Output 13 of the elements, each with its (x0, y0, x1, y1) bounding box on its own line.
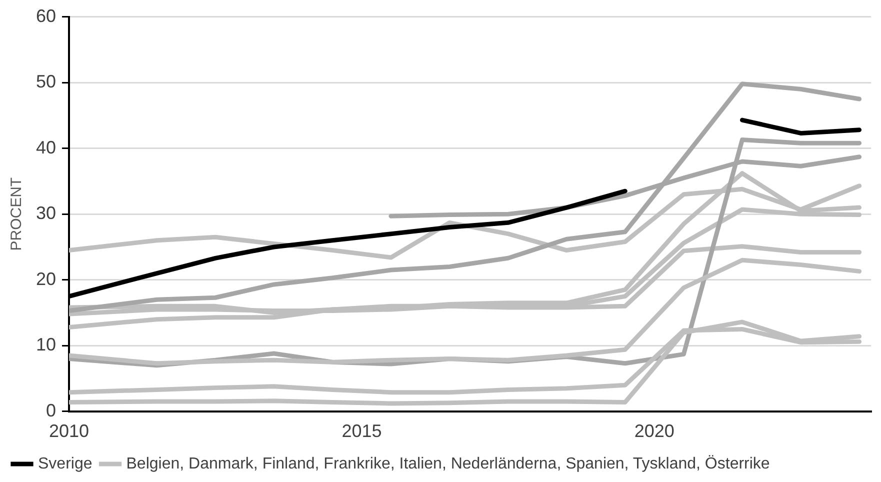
y-tick-label: 0 (46, 400, 56, 420)
legend-label: Belgien, Danmark, Finland, Frankrike, Italien, Nederländerna, Spanien, Tyskland, Österrike (126, 454, 770, 472)
y-tick-label: 30 (36, 203, 56, 224)
x-tick-label: 2015 (342, 421, 382, 442)
y-tick-label: 50 (36, 72, 56, 92)
y-tick-label: 60 (36, 6, 56, 26)
y-tick-label: 40 (36, 137, 56, 158)
legend-label: Sverige (38, 455, 92, 472)
y-tick-label: 20 (36, 268, 56, 289)
x-tick-label: 2020 (634, 421, 674, 442)
x-tick-label: 2010 (49, 421, 90, 442)
y-axis-title: PROCENT (8, 177, 26, 251)
y-tick-label: 10 (36, 334, 56, 355)
